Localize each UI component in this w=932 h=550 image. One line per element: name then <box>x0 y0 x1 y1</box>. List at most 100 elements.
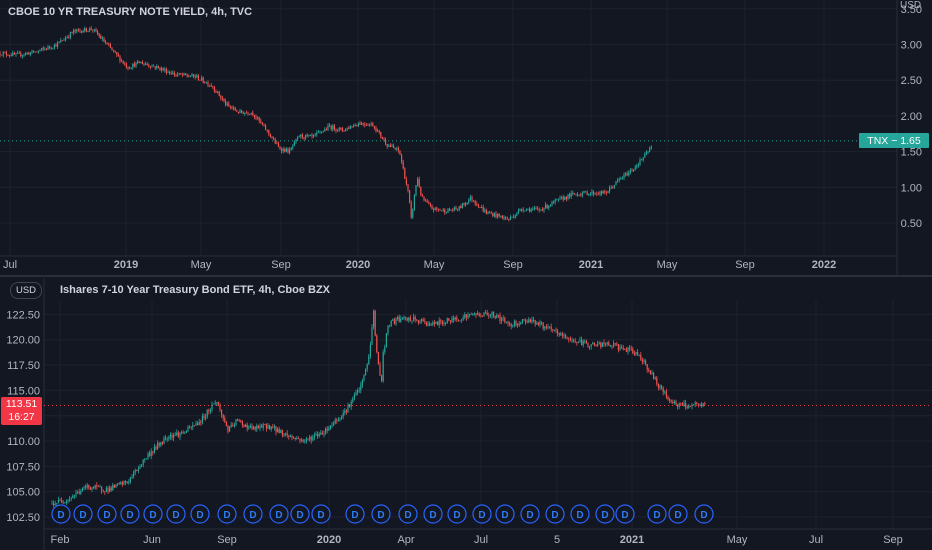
dividend-marker[interactable] <box>269 504 289 524</box>
candle-body <box>215 91 217 93</box>
candle-body <box>573 339 575 342</box>
dividend-marker[interactable] <box>371 504 391 524</box>
candle-body <box>293 437 295 439</box>
dividend-marker[interactable] <box>520 504 540 524</box>
candle-body <box>457 319 459 321</box>
dividend-marker[interactable] <box>447 504 467 524</box>
candle-body <box>243 424 245 427</box>
dividend-marker[interactable] <box>694 504 714 524</box>
candle-body <box>612 187 614 189</box>
candle-body <box>208 410 210 412</box>
dividend-marker[interactable] <box>311 504 331 524</box>
candle-body <box>535 208 537 209</box>
dividend-marker[interactable] <box>570 504 590 524</box>
dividend-marker[interactable] <box>120 504 140 524</box>
dividend-marker[interactable] <box>51 504 71 524</box>
candle-body <box>503 217 505 219</box>
dividend-marker[interactable] <box>615 504 635 524</box>
candle-body <box>12 52 14 56</box>
dividend-marker[interactable] <box>290 504 310 524</box>
candle-body <box>428 202 430 204</box>
candle-body <box>95 29 97 32</box>
dividend-marker[interactable] <box>545 504 565 524</box>
candle-body <box>586 192 588 196</box>
candle-body <box>225 100 227 105</box>
candle-body <box>157 66 159 68</box>
dividend-marker[interactable] <box>143 504 163 524</box>
candle-body <box>465 314 467 318</box>
candle-body <box>108 43 110 45</box>
candle-body <box>41 48 43 51</box>
candle-body <box>241 110 243 113</box>
candle-body <box>54 503 56 506</box>
candle-body <box>21 55 23 57</box>
candle-body <box>273 138 275 139</box>
candle-body <box>194 76 196 78</box>
candle-body <box>305 134 307 139</box>
dividend-marker[interactable] <box>73 504 93 524</box>
candle-body <box>448 318 450 321</box>
candle-body <box>426 200 428 203</box>
dividend-marker[interactable] <box>217 504 237 524</box>
dividend-marker-label: D <box>377 510 384 521</box>
candle-body <box>418 178 420 188</box>
candle-body <box>148 64 150 67</box>
dividend-marker[interactable] <box>595 504 615 524</box>
candle-body <box>434 207 436 210</box>
candle-body <box>57 42 59 47</box>
candle-body <box>643 360 645 362</box>
candle-body <box>379 364 381 376</box>
candle-body <box>31 50 33 53</box>
candle-body <box>569 194 571 197</box>
dividend-marker[interactable] <box>243 504 263 524</box>
candle-body <box>572 192 574 194</box>
dividend-marker[interactable] <box>647 504 667 524</box>
dividend-marker-label: D <box>317 510 324 521</box>
dividend-marker[interactable] <box>190 504 210 524</box>
candle-body <box>235 419 237 425</box>
candle-body <box>71 32 73 34</box>
candle-body <box>343 130 345 132</box>
candle-body <box>236 110 238 112</box>
candle-body <box>473 313 475 315</box>
candle-body <box>333 423 335 426</box>
candle-body <box>168 437 170 439</box>
candle-body <box>44 48 46 50</box>
dividend-marker[interactable] <box>472 504 492 524</box>
candle-body <box>232 424 234 426</box>
candle-body <box>265 424 267 429</box>
candle-body <box>277 143 279 147</box>
candle-body <box>287 148 289 153</box>
candle-body <box>216 402 218 404</box>
candle-body <box>637 164 639 166</box>
candle-body <box>401 154 403 162</box>
dividend-marker[interactable] <box>423 504 443 524</box>
candle-body <box>559 197 561 199</box>
dividend-marker[interactable] <box>495 504 515 524</box>
candle-body <box>487 211 489 214</box>
candle-body <box>161 442 163 444</box>
candle-body <box>465 202 467 205</box>
dividend-marker[interactable] <box>345 504 365 524</box>
dividend-marker[interactable] <box>668 504 688 524</box>
candle-body <box>697 403 699 405</box>
candle-body <box>405 316 407 318</box>
candle-body <box>345 128 347 131</box>
candle-body <box>661 385 663 388</box>
candle-body <box>486 312 488 316</box>
candle-body <box>435 322 437 324</box>
candle-body <box>645 360 647 365</box>
candle-body <box>50 47 52 49</box>
dividend-marker[interactable] <box>166 504 186 524</box>
candle-body <box>630 348 632 350</box>
dividend-marker[interactable] <box>398 504 418 524</box>
candle-body <box>261 122 263 125</box>
candle-body <box>464 314 466 318</box>
currency-button[interactable]: USD <box>10 282 42 299</box>
candle-body <box>328 428 330 431</box>
candle-body <box>520 322 522 325</box>
candle-body <box>105 41 107 44</box>
candle-body <box>450 210 452 211</box>
dividend-marker[interactable] <box>97 504 117 524</box>
